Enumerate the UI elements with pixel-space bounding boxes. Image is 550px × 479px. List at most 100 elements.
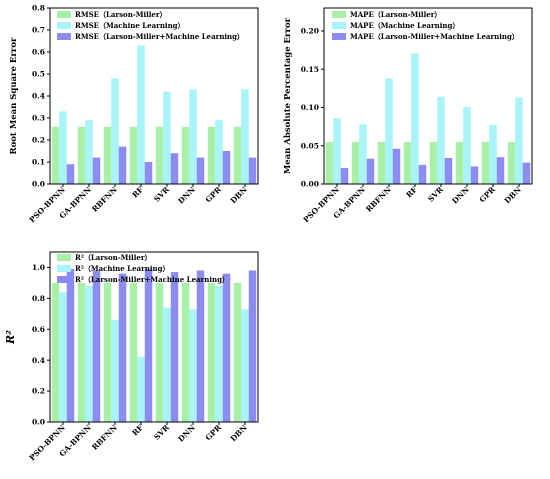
- bar-combined-pso-bpnn: [66, 269, 75, 422]
- bar-larson-dbn: [233, 282, 242, 422]
- y-tick-label: 0.8: [32, 294, 45, 303]
- x-tick-label-rbfnn: RBFNN: [90, 423, 119, 452]
- bar-ml-ga-bpnn: [359, 124, 367, 184]
- y-tick-label: 0.7: [32, 26, 45, 35]
- bar-combined-svr: [170, 153, 179, 184]
- y-tick-label: 0.1: [32, 158, 45, 167]
- chart-2: 0.000.050.100.150.20PSO-BPNNGA-BPNNRBFNN…: [283, 7, 533, 224]
- bar-larson-rbfnn: [103, 282, 112, 422]
- y-tick-label: 0.20: [301, 27, 319, 36]
- legend-swatch-ml: [332, 22, 346, 29]
- bar-combined-rf: [144, 162, 153, 184]
- bar-larson-gpr: [207, 126, 216, 184]
- x-tick-label-svr: SVR: [426, 185, 445, 204]
- bar-combined-ga-bpnn: [366, 158, 375, 184]
- y-tick-label: 1.0: [32, 263, 45, 272]
- bar-combined-rf: [144, 269, 153, 422]
- legend-swatch-combined: [332, 33, 346, 40]
- bar-combined-rbfnn: [118, 146, 127, 184]
- bar-larson-dnn: [455, 141, 464, 184]
- x-tick-label-gpr: GPR: [204, 185, 224, 205]
- bar-larson-pso-bpnn: [51, 126, 60, 184]
- x-tick-label-rbfnn: RBFNN: [364, 185, 393, 214]
- plot-frame: [323, 7, 533, 185]
- y-tick-label: 0.15: [301, 65, 319, 74]
- bar-ml-pso-bpnn: [59, 292, 67, 422]
- bar-larson-rf: [129, 282, 138, 422]
- bar-combined-dbn: [522, 162, 531, 184]
- y-tick-label: 0.2: [32, 387, 45, 396]
- bar-ml-dbn: [241, 309, 249, 422]
- legend-label-larson: MAPE（Larson-Miller）: [350, 10, 441, 19]
- y-tick-label: 0.0: [32, 180, 45, 189]
- y-tick-label: 0.5: [32, 70, 45, 79]
- x-tick-label-dnn: DNN: [450, 185, 471, 206]
- bar-combined-gpr: [222, 273, 231, 422]
- bar-combined-ga-bpnn: [92, 270, 101, 422]
- bar-ml-ga-bpnn: [85, 286, 93, 422]
- y-tick-label: 0.8: [32, 4, 45, 13]
- bar-ml-dbn: [241, 89, 249, 184]
- bar-combined-pso-bpnn: [66, 164, 75, 184]
- bar-ml-dbn: [515, 97, 523, 184]
- y-tick-label: 0.4: [32, 92, 45, 101]
- legend-swatch-ml: [57, 22, 71, 29]
- bar-combined-rf: [418, 164, 427, 184]
- bar-ml-gpr: [215, 286, 223, 422]
- bar-ml-gpr: [215, 120, 223, 184]
- chart-1: 0.00.10.20.30.40.50.60.70.8PSO-BPNNGA-BP…: [9, 4, 259, 224]
- bar-larson-ga-bpnn: [77, 282, 86, 422]
- x-tick-label-gpr: GPR: [478, 185, 498, 205]
- legend-swatch-larson: [57, 11, 71, 18]
- bar-larson-pso-bpnn: [51, 282, 60, 422]
- bar-larson-rbfnn: [103, 126, 112, 184]
- y-tick-label: 0.6: [32, 325, 45, 334]
- legend-swatch-combined: [57, 276, 71, 283]
- x-tick-label-rf: RF: [130, 423, 145, 438]
- x-tick-label-gpr: GPR: [204, 423, 224, 443]
- bar-combined-dnn: [196, 270, 205, 422]
- legend-label-ml: RMSE（Machine Learning）: [75, 21, 185, 30]
- x-tick-label-rbfnn: RBFNN: [90, 185, 119, 214]
- bar-ml-rf: [411, 53, 419, 184]
- legend-swatch-larson: [57, 254, 71, 261]
- bar-ml-pso-bpnn: [59, 111, 67, 184]
- bar-larson-dnn: [181, 126, 190, 184]
- bar-combined-ga-bpnn: [92, 157, 101, 184]
- y-axis-label: Root Mean Square Error: [9, 37, 19, 154]
- bar-ml-svr: [163, 91, 171, 184]
- x-tick-label-svr: SVR: [152, 185, 171, 204]
- bar-combined-rbfnn: [118, 273, 127, 422]
- bar-ml-pso-bpnn: [333, 118, 341, 184]
- bar-larson-svr: [155, 282, 164, 422]
- legend-label-ml: MAPE（Machine Learning）: [350, 21, 459, 30]
- x-tick-label-dbn: DBN: [229, 423, 249, 443]
- y-tick-label: 0.00: [301, 180, 319, 189]
- y-tick-label: 0.3: [32, 114, 45, 123]
- bar-ml-svr: [437, 96, 445, 184]
- bar-ml-rf: [137, 45, 145, 185]
- bar-ml-rbfnn: [111, 78, 119, 184]
- bar-combined-gpr: [222, 151, 231, 184]
- bar-ml-dnn: [189, 89, 197, 184]
- x-tick-label-svr: SVR: [152, 423, 171, 442]
- x-tick-label-dnn: DNN: [176, 423, 197, 444]
- bar-larson-gpr: [207, 282, 216, 422]
- bar-ml-rbfnn: [385, 78, 393, 184]
- bar-ml-rbfnn: [111, 320, 119, 422]
- y-axis-label: R²: [4, 330, 17, 345]
- legend-label-larson: R²（Larson-Miller）: [75, 253, 152, 262]
- y-tick-label: 0.2: [32, 136, 45, 145]
- bar-combined-dnn: [470, 166, 479, 184]
- bar-larson-gpr: [481, 141, 490, 184]
- x-tick-label-rf: RF: [130, 185, 145, 200]
- bar-larson-rf: [403, 141, 412, 184]
- legend-label-ml: R²（Machine Learning）: [75, 264, 170, 273]
- legend-label-combined: MAPE（Larson-Miller+Machine Learning）: [350, 32, 519, 41]
- bar-combined-gpr: [496, 157, 505, 184]
- bar-larson-dnn: [181, 282, 190, 422]
- legend-swatch-ml: [57, 265, 71, 272]
- legend-swatch-larson: [332, 11, 346, 18]
- bar-larson-ga-bpnn: [77, 126, 86, 184]
